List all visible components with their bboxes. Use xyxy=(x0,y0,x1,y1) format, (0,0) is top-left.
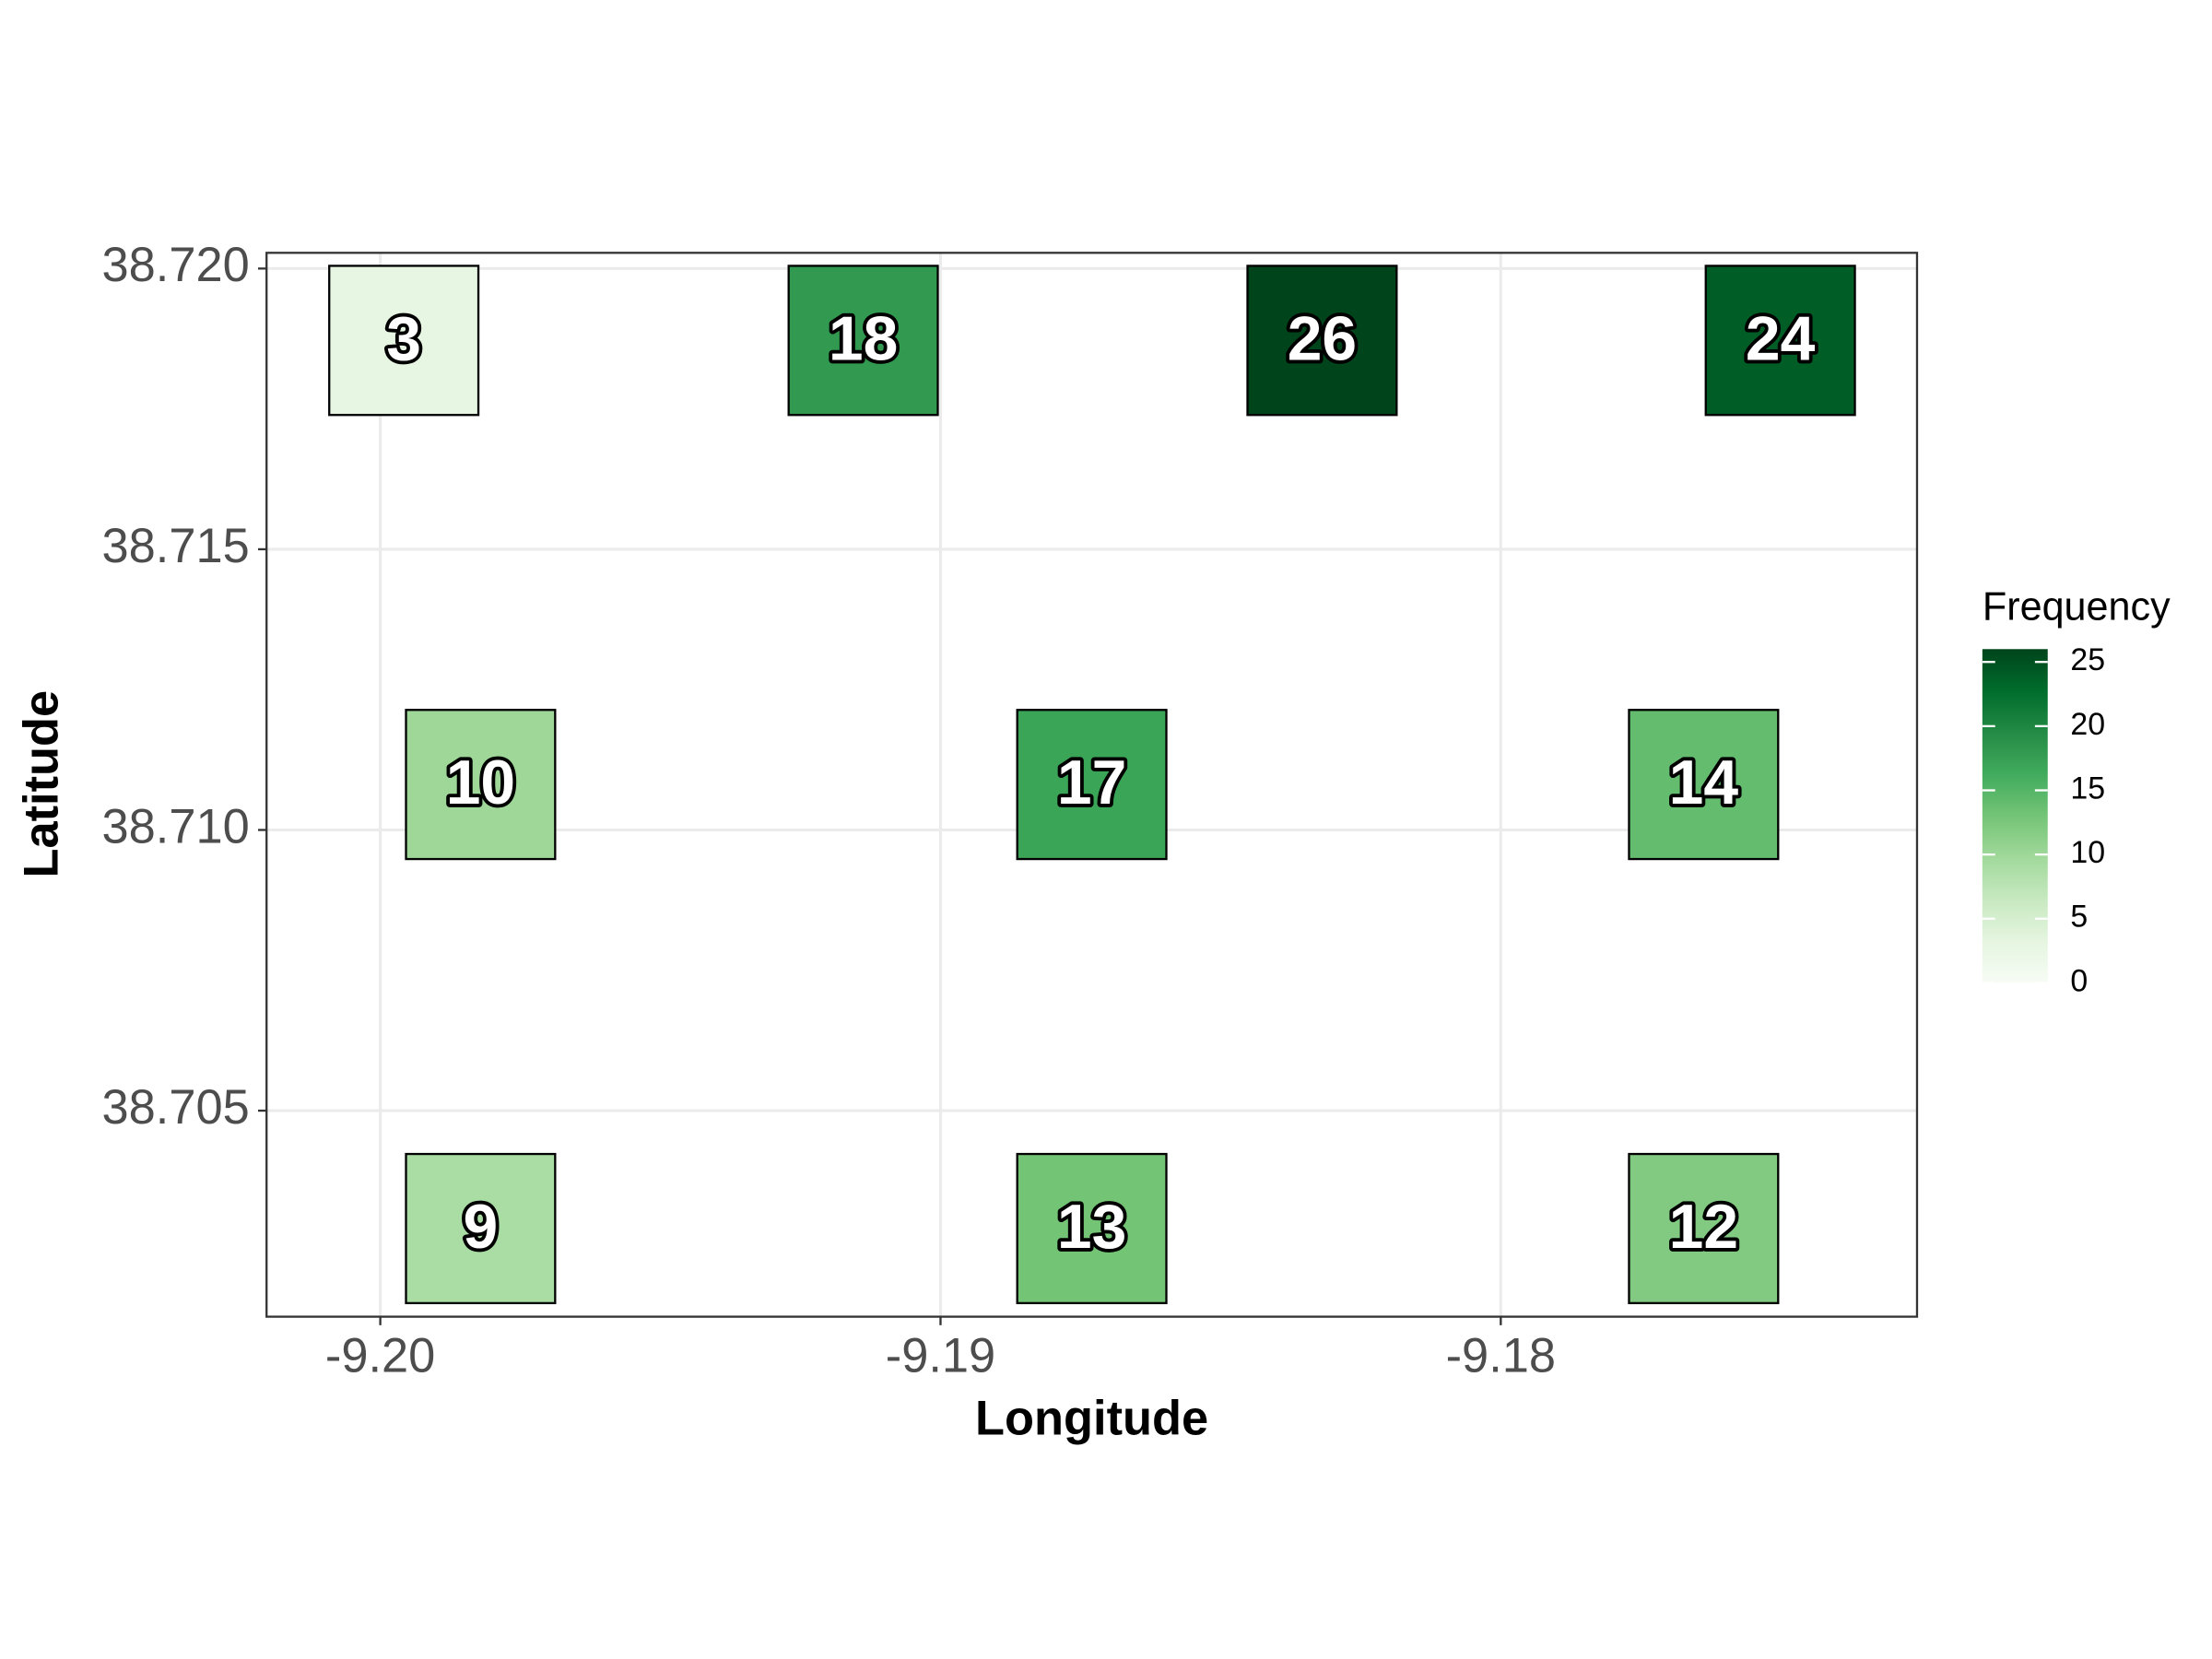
colorbar-label: 10 xyxy=(2070,835,2105,870)
y-tick-label: 38.715 xyxy=(102,520,250,573)
colorbar-label: 25 xyxy=(2070,642,2105,677)
tile xyxy=(1016,709,1168,861)
tile-label: 18 xyxy=(829,304,898,373)
x-tick-label: -9.18 xyxy=(1446,1330,1556,1383)
legend-title: Frequency xyxy=(1983,585,2171,629)
y-tick-label: 38.710 xyxy=(102,800,250,853)
tile xyxy=(1704,265,1856,417)
x-tick-label: -9.19 xyxy=(886,1330,995,1383)
tile xyxy=(787,265,939,417)
tile-label: 14 xyxy=(1669,748,1739,818)
tile xyxy=(1628,1152,1780,1305)
colorbar-label: 0 xyxy=(2070,963,2088,998)
tile-label: 26 xyxy=(1288,304,1357,373)
x-axis-title: Longitude xyxy=(975,1392,1208,1445)
tile-label: 9 xyxy=(464,1193,499,1262)
tile-label: 10 xyxy=(446,748,515,818)
tile xyxy=(1016,1152,1168,1305)
tile xyxy=(328,265,480,417)
y-axis-title: Latitude xyxy=(16,690,69,878)
y-tick-label: 38.705 xyxy=(102,1081,250,1135)
y-tick-label: 38.720 xyxy=(102,239,250,292)
tile xyxy=(1628,709,1780,861)
tile xyxy=(405,709,557,861)
colorbar-label: 5 xyxy=(2070,900,2088,935)
tile-label: 17 xyxy=(1057,748,1126,818)
x-tick-label: -9.20 xyxy=(325,1330,435,1383)
plot-border xyxy=(265,252,1919,1318)
colorbar-label: 15 xyxy=(2070,771,2105,806)
tile xyxy=(1246,265,1398,417)
tile xyxy=(405,1152,557,1305)
tile-label: 24 xyxy=(1746,304,1816,373)
tile-label: 13 xyxy=(1057,1193,1126,1262)
colorbar xyxy=(1982,649,2048,983)
tile-label: 12 xyxy=(1669,1193,1738,1262)
tile-label: 3 xyxy=(386,304,421,373)
colorbar-label: 20 xyxy=(2070,707,2105,742)
